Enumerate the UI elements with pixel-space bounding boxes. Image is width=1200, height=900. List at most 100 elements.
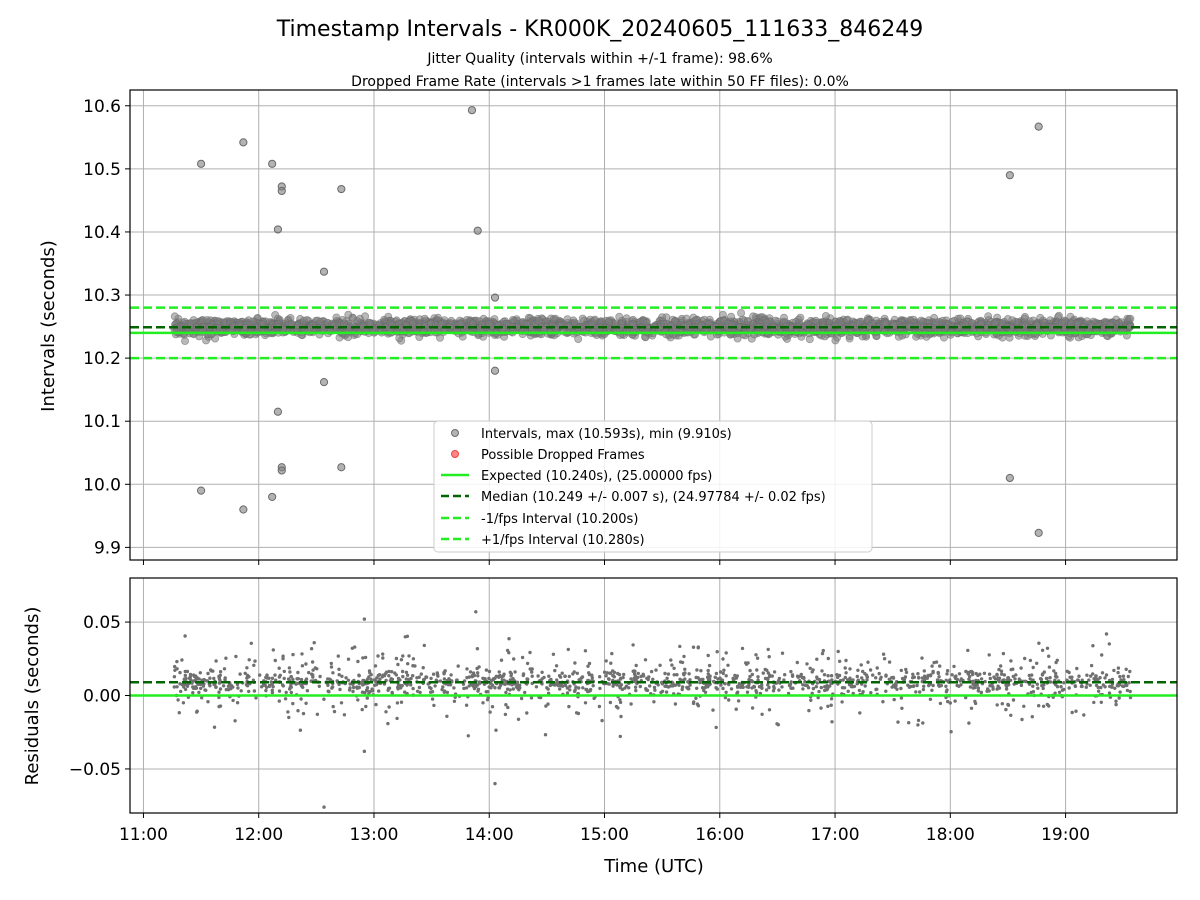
residual-point	[183, 673, 187, 678]
residual-point	[817, 689, 821, 694]
residual-point	[911, 672, 915, 676]
residual-point	[238, 672, 242, 676]
residual-point	[1030, 715, 1035, 719]
residual-point	[1073, 684, 1077, 688]
residual-point	[915, 683, 919, 688]
residual-point	[1089, 674, 1093, 678]
residual-point	[972, 683, 977, 687]
residual-point	[846, 678, 850, 682]
residual-point	[610, 651, 614, 656]
residual-point	[430, 690, 435, 694]
residual-point	[772, 670, 777, 674]
residual-point	[904, 667, 908, 672]
residual-point	[1080, 684, 1084, 689]
residual-point	[236, 686, 240, 690]
residual-point	[1001, 651, 1006, 656]
residual-point	[282, 669, 286, 674]
residual-point	[309, 647, 314, 651]
residual-point	[892, 697, 896, 702]
residual-point	[536, 674, 540, 678]
residual-point	[234, 654, 238, 659]
residual-point	[840, 686, 845, 690]
interval-outlier-point	[1034, 528, 1043, 537]
residual-point	[1009, 713, 1013, 717]
interval-outlier-point	[490, 366, 500, 375]
residual-point	[452, 686, 456, 690]
residual-point	[768, 674, 772, 679]
interval-point	[549, 315, 558, 324]
residual-point	[974, 671, 978, 676]
residual-point	[489, 686, 493, 690]
residual-point	[808, 666, 812, 670]
residual-point	[516, 683, 520, 687]
interval-outlier-point	[1005, 171, 1014, 180]
residual-point	[337, 667, 341, 671]
residual-point	[643, 658, 648, 662]
residual-point	[836, 675, 840, 680]
residual-point	[634, 663, 638, 668]
residual-point	[703, 690, 708, 694]
residual-point	[875, 687, 879, 691]
residual-point	[429, 676, 433, 681]
legend: Intervals, max (10.593s), min (9.910s) P…	[433, 420, 873, 553]
residual-point	[887, 660, 892, 664]
residual-point	[291, 701, 295, 706]
residual-point	[987, 653, 991, 657]
residual-point	[409, 683, 413, 687]
residual-point	[683, 677, 687, 681]
x-tick-label: 13:00	[349, 825, 398, 845]
residual-point	[866, 660, 870, 664]
residual-point	[172, 685, 176, 689]
residual-point	[336, 654, 340, 658]
residual-point	[739, 683, 744, 688]
residual-point	[282, 676, 286, 681]
interval-point	[202, 316, 211, 325]
residual-point	[1094, 683, 1099, 688]
residual-outlier-point	[362, 749, 367, 754]
residual-point	[602, 670, 607, 674]
residual-point	[721, 671, 725, 676]
residual-point	[799, 672, 803, 677]
residual-point	[516, 717, 521, 721]
residual-point	[417, 685, 422, 690]
residual-point	[714, 725, 718, 730]
residual-point	[858, 711, 862, 715]
residual-point	[597, 704, 602, 709]
residual-point	[952, 664, 956, 669]
residual-point	[736, 699, 741, 703]
residual-point	[465, 675, 469, 680]
residual-point	[1100, 671, 1105, 675]
residual-point	[193, 685, 197, 689]
residual-point	[1037, 704, 1041, 708]
residual-point	[284, 690, 288, 695]
residual-point	[663, 671, 667, 676]
residual-point	[997, 679, 1001, 684]
residual-point	[326, 683, 330, 687]
residual-point	[206, 700, 210, 704]
residual-point	[497, 670, 501, 674]
residual-point	[622, 672, 626, 677]
interval-point	[563, 315, 572, 324]
residual-point	[393, 671, 397, 675]
residual-point	[849, 684, 853, 689]
residual-point	[1055, 658, 1060, 662]
residual-point	[683, 671, 687, 675]
residual-point	[291, 652, 295, 657]
residual-point	[744, 662, 749, 666]
residual-point	[172, 675, 177, 679]
residual-point	[918, 690, 922, 694]
residual-point	[1100, 653, 1104, 657]
residual-point	[287, 666, 292, 670]
residual-point	[329, 665, 334, 669]
residual-point	[411, 686, 415, 691]
residual-point	[1114, 702, 1118, 707]
residual-point	[390, 677, 395, 682]
residual-point	[979, 690, 983, 695]
residual-point	[608, 671, 612, 675]
residual-point	[360, 690, 365, 694]
residual-point	[289, 690, 293, 695]
residual-point	[611, 673, 615, 678]
residual-point	[618, 698, 622, 702]
residual-point	[780, 685, 784, 689]
residual-point	[396, 676, 401, 681]
